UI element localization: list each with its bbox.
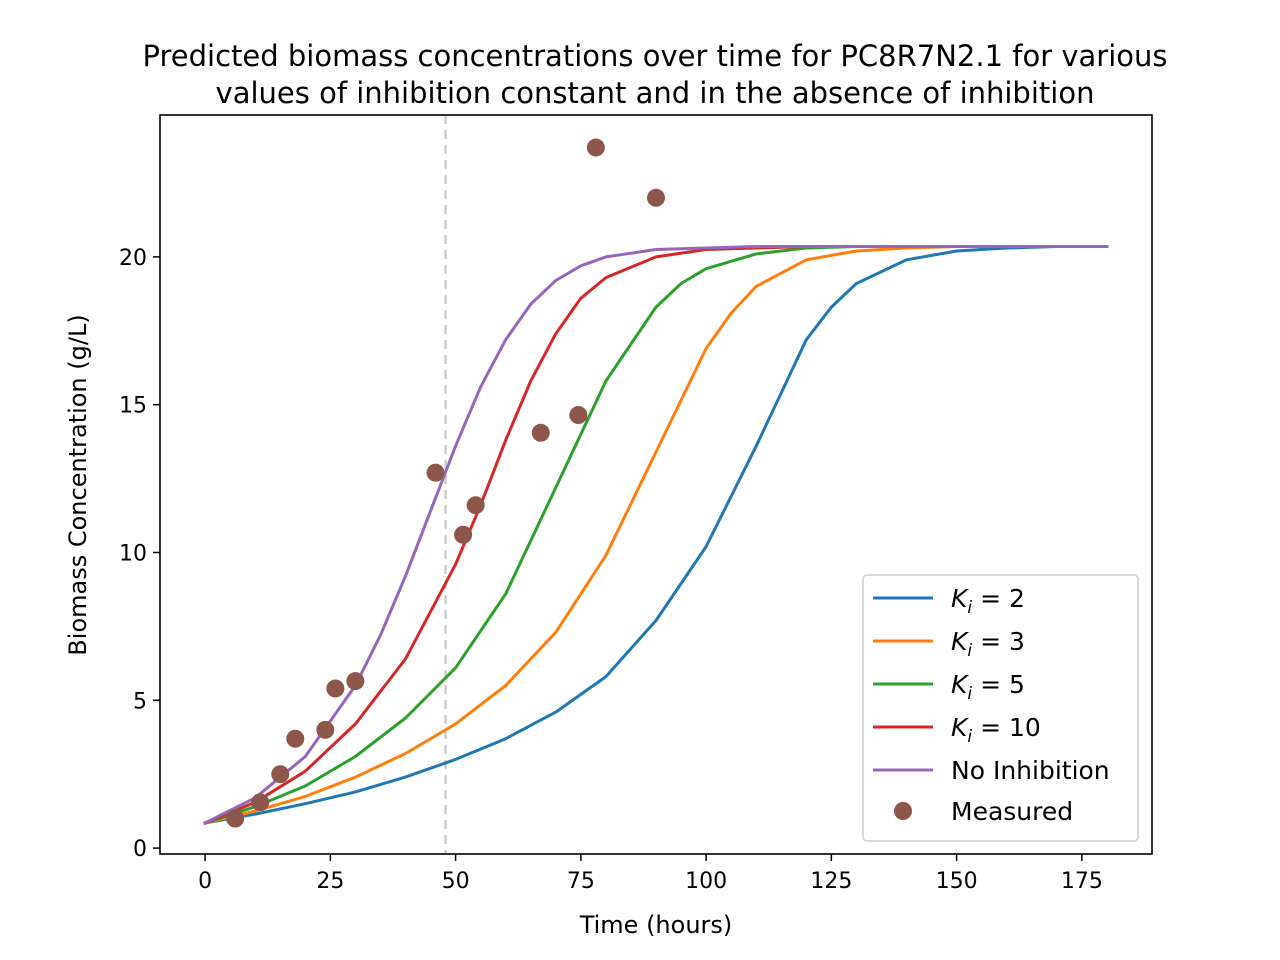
measured-point — [326, 679, 345, 698]
measured-point — [586, 138, 605, 157]
measured-point — [454, 525, 473, 544]
legend-label: Ki = 5 — [951, 670, 1025, 704]
axes-frame — [159, 114, 1153, 855]
legend-label: Ki = 3 — [951, 627, 1025, 661]
plot-area — [159, 114, 1153, 855]
legend-label: Ki = 10 — [951, 713, 1041, 747]
chart-title-line-2: values of inhibition constant and in the… — [216, 76, 1095, 110]
x-tick-label: 0 — [198, 869, 212, 894]
y-tick-label: 15 — [119, 394, 147, 419]
measured-point — [316, 720, 335, 739]
y-tick-label: 5 — [133, 689, 147, 714]
measured-point — [226, 809, 245, 828]
legend-item: Ki = 10 — [873, 713, 1041, 747]
legend-item: Ki = 2 — [873, 584, 1025, 618]
legend-label: No Inhibition — [951, 756, 1110, 785]
y-tick-label: 0 — [133, 837, 147, 862]
measured-point — [466, 496, 485, 515]
y-axis-label: Biomass Concentration (g/L) — [64, 314, 92, 655]
x-tick-label: 25 — [316, 869, 344, 894]
legend-item: Ki = 5 — [873, 670, 1025, 704]
measured-point — [569, 406, 588, 425]
legend-swatch — [894, 802, 912, 820]
measured-point — [647, 188, 665, 207]
y-tick-label: 10 — [119, 541, 147, 566]
measured-point — [426, 463, 445, 482]
measured-point — [346, 672, 365, 691]
measured-point — [251, 793, 270, 812]
y-tick-label: 20 — [119, 246, 147, 271]
legend-item: No Inhibition — [873, 756, 1110, 785]
chart-title-line-1: Predicted biomass concentrations over ti… — [143, 39, 1168, 73]
legend-item: Ki = 3 — [873, 627, 1025, 661]
x-axis-ticks: 0 25 50 75 100 125 150 175 — [198, 854, 1103, 894]
x-tick-label: 150 — [936, 869, 978, 894]
legend: Ki = 2 Ki = 3 Ki = 5 Ki = 10 No Inhibition Me… — [862, 574, 1139, 842]
measured-point — [286, 729, 305, 748]
legend-item: Measured — [894, 797, 1073, 826]
x-tick-label: 175 — [1061, 869, 1103, 894]
series-line-1 — [203, 245, 1109, 825]
legend-label: Ki = 2 — [951, 584, 1025, 618]
x-tick-label: 75 — [567, 869, 595, 894]
x-axis-label: Time (hours) — [579, 911, 733, 939]
x-tick-label: 125 — [810, 869, 852, 894]
measured-point — [271, 765, 290, 784]
measured-point — [531, 423, 550, 442]
x-tick-label: 50 — [442, 869, 470, 894]
y-axis-ticks: 0 5 10 15 20 — [119, 246, 160, 862]
legend-label: Measured — [951, 797, 1073, 826]
x-tick-label: 100 — [685, 869, 727, 894]
